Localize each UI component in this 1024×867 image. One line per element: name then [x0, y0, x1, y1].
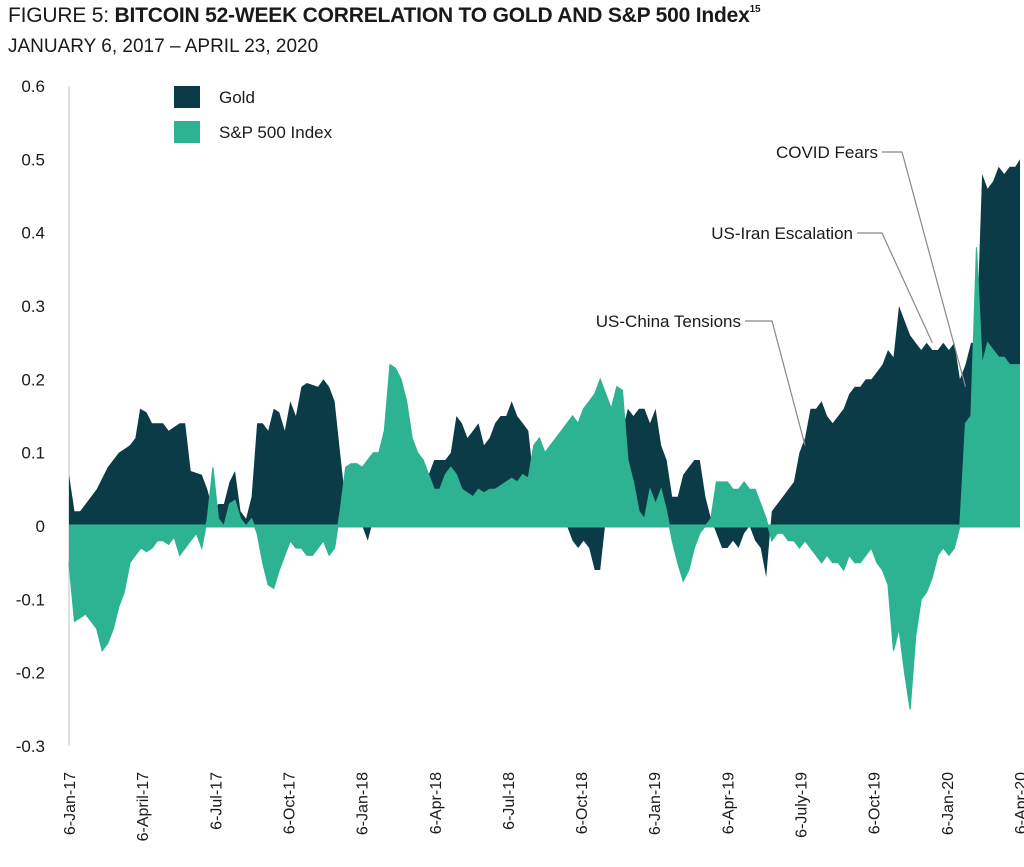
axis-layer: 0.6 0.5 0.4 0.3 0.2 0.1 0 -0.1 -0.2 -0.3 6-Jan-17 6… [16, 77, 1024, 841]
annotation-leader [882, 151, 967, 387]
legend-swatch [174, 121, 200, 143]
y-tick-label: -0.1 [16, 590, 45, 609]
annotation-layer: COVID Fears US-Iran Escalation US-China Te… [596, 143, 967, 446]
x-tick-label: 6-July-19 [794, 772, 811, 838]
series-area-layer [68, 159, 1020, 710]
x-tick-label: 6-Oct-17 [281, 772, 298, 834]
y-tick-label: 0.1 [21, 444, 45, 463]
y-tick-label: 0.2 [21, 370, 45, 389]
x-tick-label: 6-Jan-19 [647, 772, 664, 835]
y-tick-label: 0.4 [21, 224, 45, 243]
annotation-leader [857, 232, 933, 343]
x-tick-label: 6-Apr-18 [428, 772, 445, 834]
y-tick-label: -0.3 [16, 737, 45, 756]
series-area [69, 247, 1020, 710]
x-tick-label: 6-Apr-20 [1013, 772, 1024, 834]
series-line [68, 247, 1020, 710]
x-tick-label: 6-Apr-19 [720, 772, 737, 834]
chart-subtitle: JANUARY 6, 2017 – APRIL 23, 2020 [8, 36, 319, 57]
legend: Gold S&P 500 Index [174, 86, 333, 143]
annotation-label: US-China Tensions [596, 312, 741, 331]
series-area [69, 159, 1020, 578]
x-tick-label: 6-Jan-17 [62, 772, 79, 835]
x-tick-label: 6-Jul-18 [501, 772, 518, 830]
title-text: BITCOIN 52-WEEK CORRELATION TO GOLD AND … [114, 4, 750, 27]
y-tick-label: 0.3 [21, 297, 45, 316]
x-tick-label: 6-April-17 [135, 772, 152, 841]
x-tick-label: 6-Jan-20 [940, 772, 957, 835]
legend-swatch [174, 86, 200, 108]
y-tick-label: 0.6 [21, 77, 45, 96]
legend-label: Gold [219, 88, 255, 107]
y-tick-label: 0 [36, 517, 45, 536]
legend-label: S&P 500 Index [219, 123, 333, 142]
chart-title: FIGURE 5: BITCOIN 52-WEEK CORRELATION TO… [8, 4, 761, 28]
x-tick-label: 6-Jan-18 [355, 772, 372, 835]
y-tick-label: 0.5 [21, 150, 45, 169]
annotation-leader [745, 320, 806, 446]
annotation-label: COVID Fears [776, 143, 878, 162]
x-tick-label: 6-Oct-18 [574, 772, 591, 834]
x-tick-label: 6-Jul-17 [208, 772, 225, 830]
footnote-marker: 15 [749, 4, 761, 15]
y-tick-label: -0.2 [16, 664, 45, 683]
x-tick-label: 6-Oct-19 [867, 772, 884, 834]
figure-prefix: FIGURE 5: [8, 4, 115, 27]
annotation-label: US-Iran Escalation [711, 224, 853, 243]
